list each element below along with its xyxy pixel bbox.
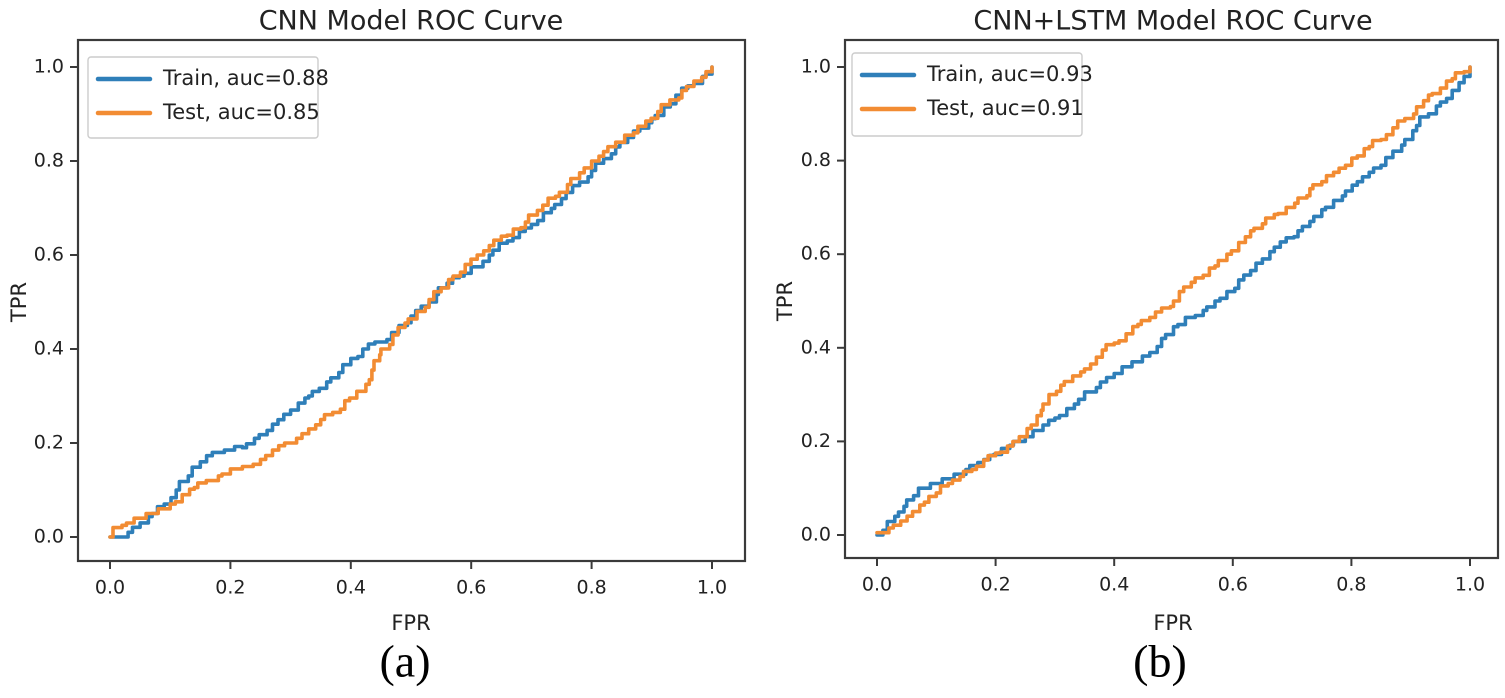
legend-test-label: Test, auc=0.91: [926, 96, 1084, 120]
x-axis-label: FPR: [1153, 611, 1192, 635]
x-tick-label: 0.2: [980, 574, 1010, 596]
y-axis-label: TPR: [773, 281, 797, 322]
y-tick-label: 0.4: [801, 336, 831, 358]
y-tick-label: 1.0: [801, 56, 831, 78]
x-tick-label: 1.0: [1455, 574, 1485, 596]
x-tick-label: 0.2: [215, 577, 245, 599]
y-tick-label: 0.8: [801, 149, 831, 171]
roc-chart-cnn: CNN Model ROC Curve 0.0 0.2 0.4 0.6 0.8 1.0 0.0…: [7, 6, 747, 687]
x-axis-label: FPR: [391, 611, 430, 635]
subfigure-label-a: (a): [379, 636, 430, 687]
roc-chart-cnn-lstm: CNN+LSTM Model ROC Curve 0.0 0.2 0.4 0.6 0.8 1…: [760, 0, 1505, 694]
x-tick-label: 0.4: [336, 577, 366, 599]
chart-title: CNN Model ROC Curve: [259, 6, 564, 37]
legend-test-label: Test, auc=0.85: [162, 100, 320, 124]
test-roc-curve: [108, 65, 714, 539]
x-tick-label: 0.8: [1336, 574, 1366, 596]
y-tick-label: 0.6: [801, 243, 831, 265]
plot-frame: [76, 38, 747, 563]
x-tick-label: 0.0: [862, 574, 892, 596]
chart-title: CNN+LSTM Model ROC Curve: [973, 6, 1372, 37]
x-tick-label: 0.6: [1218, 574, 1248, 596]
x-tick-label: 0.4: [1099, 574, 1129, 596]
y-tick-label: 1.0: [34, 56, 64, 78]
train-roc-curve: [108, 65, 714, 539]
x-tick-label: 0.6: [456, 577, 486, 599]
legend-train-label: Train, auc=0.88: [162, 66, 329, 90]
test-roc-curve: [875, 65, 1472, 535]
legend-train-label: Train, auc=0.93: [926, 62, 1093, 86]
y-tick-label: 0.0: [801, 524, 831, 546]
y-tick-label: 0.8: [34, 150, 64, 172]
subfigure-label-b: (b): [1133, 636, 1187, 687]
x-tick-label: 0.8: [576, 577, 606, 599]
y-tick-label: 0.0: [34, 526, 64, 548]
y-tick-label: 0.2: [801, 430, 831, 452]
roc-plot-svg-a: CNN Model ROC Curve 0.0 0.2 0.4 0.6 0.8 1.0 0.0…: [7, 6, 747, 687]
roc-plot-svg-b: CNN+LSTM Model ROC Curve 0.0 0.2 0.4 0.6 0.8 1…: [773, 6, 1500, 687]
x-tick-label: 1.0: [697, 577, 727, 599]
y-axis-label: TPR: [7, 282, 31, 323]
y-tick-label: 0.6: [34, 244, 64, 266]
plot-frame: [843, 38, 1500, 560]
y-tick-label: 0.2: [34, 432, 64, 454]
y-tick-label: 0.4: [34, 338, 64, 360]
x-tick-label: 0.0: [95, 577, 125, 599]
